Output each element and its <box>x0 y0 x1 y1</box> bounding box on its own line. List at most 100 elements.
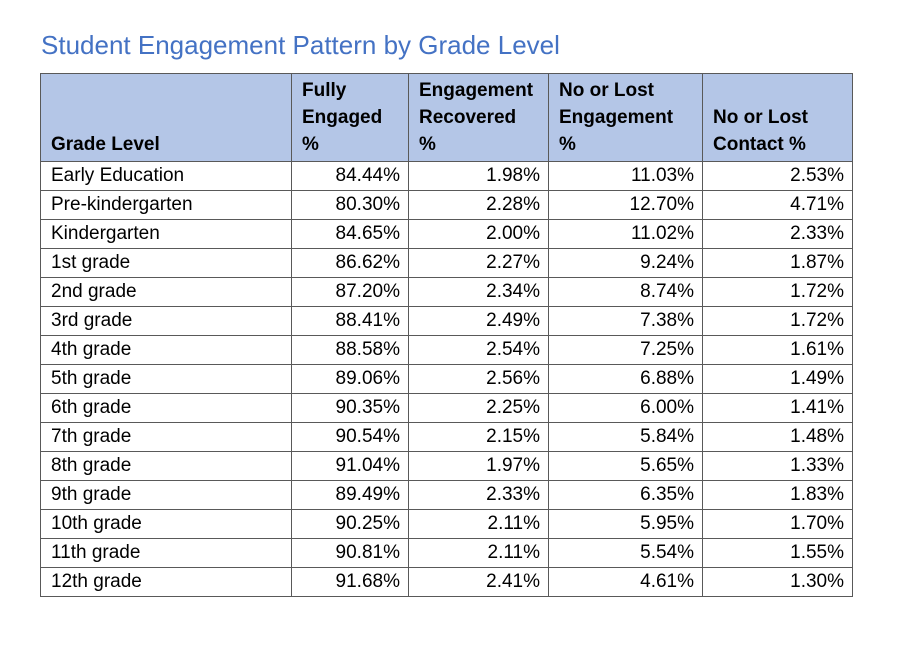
cell-lost-contact: 1.87% <box>702 248 853 278</box>
cell-lost-contact: 1.48% <box>702 422 853 452</box>
grade-level-cell: 9th grade <box>40 480 292 510</box>
cell-lost-engagement: 6.00% <box>548 393 703 423</box>
engagement-table: Grade Level Fully Engaged% Engagement Recove… <box>40 73 853 597</box>
cell-lost-contact: 2.53% <box>702 161 853 191</box>
table-row: Pre-kindergarten 80.30% 2.28% 12.70% 4.71% <box>40 190 853 220</box>
cell-recovered: 1.98% <box>408 161 549 191</box>
cell-lost-contact: 1.41% <box>702 393 853 423</box>
table-row: 1st grade 86.62% 2.27% 9.24% 1.87% <box>40 248 853 278</box>
cell-lost-engagement: 5.54% <box>548 538 703 568</box>
cell-lost-engagement: 7.25% <box>548 335 703 365</box>
column-header-line: Contact % <box>713 134 806 155</box>
column-header-grade: Grade Level <box>40 73 292 162</box>
cell-recovered: 2.11% <box>408 538 549 568</box>
grade-level-cell: 6th grade <box>40 393 292 423</box>
cell-recovered: 2.28% <box>408 190 549 220</box>
grade-level-cell: 12th grade <box>40 567 292 597</box>
table-body: Early Education 84.44% 1.98% 11.03% 2.53% Pre… <box>40 161 853 597</box>
cell-fully-engaged: 89.06% <box>291 364 409 394</box>
grade-level-cell: 2nd grade <box>40 277 292 307</box>
table-row: 3rd grade 88.41% 2.49% 7.38% 1.72% <box>40 306 853 336</box>
cell-recovered: 2.56% <box>408 364 549 394</box>
cell-fully-engaged: 90.35% <box>291 393 409 423</box>
table-row: Early Education 84.44% 1.98% 11.03% 2.53% <box>40 161 853 191</box>
cell-fully-engaged: 88.58% <box>291 335 409 365</box>
cell-fully-engaged: 91.68% <box>291 567 409 597</box>
column-header-line: Engagement <box>559 107 674 128</box>
table-row: 12th grade 91.68% 2.41% 4.61% 1.30% <box>40 567 853 597</box>
table-row: 6th grade 90.35% 2.25% 6.00% 1.41% <box>40 393 853 423</box>
grade-level-cell: 3rd grade <box>40 306 292 336</box>
table-row: 4th grade 88.58% 2.54% 7.25% 1.61% <box>40 335 853 365</box>
cell-lost-engagement: 5.95% <box>548 509 703 539</box>
column-header-line: Grade Level <box>51 134 160 155</box>
grade-level-cell: 10th grade <box>40 509 292 539</box>
column-header-line: % <box>302 134 319 155</box>
table-row: 10th grade 90.25% 2.11% 5.95% 1.70% <box>40 509 853 539</box>
column-header-line: % <box>559 134 576 155</box>
cell-recovered: 2.25% <box>408 393 549 423</box>
cell-lost-contact: 2.33% <box>702 219 853 249</box>
column-header-lost-engagement: No or Lost Engagement% <box>548 73 703 162</box>
cell-recovered: 2.41% <box>408 567 549 597</box>
table-row: 8th grade 91.04% 1.97% 5.65% 1.33% <box>40 451 853 481</box>
cell-fully-engaged: 84.44% <box>291 161 409 191</box>
cell-lost-engagement: 6.35% <box>548 480 703 510</box>
cell-lost-contact: 1.33% <box>702 451 853 481</box>
column-header-lost-contact: No or Lost Contact % <box>702 73 853 162</box>
column-header-line: Engagement <box>419 80 534 101</box>
grade-level-cell: 4th grade <box>40 335 292 365</box>
cell-fully-engaged: 86.62% <box>291 248 409 278</box>
cell-fully-engaged: 90.54% <box>291 422 409 452</box>
cell-recovered: 2.27% <box>408 248 549 278</box>
cell-fully-engaged: 90.25% <box>291 509 409 539</box>
cell-lost-contact: 4.71% <box>702 190 853 220</box>
column-header-recovered: Engagement Recovered% <box>408 73 549 162</box>
grade-level-cell: 11th grade <box>40 538 292 568</box>
column-header-line: No or Lost <box>713 107 808 128</box>
grade-level-cell: 5th grade <box>40 364 292 394</box>
cell-lost-engagement: 5.65% <box>548 451 703 481</box>
cell-fully-engaged: 90.81% <box>291 538 409 568</box>
cell-lost-engagement: 7.38% <box>548 306 703 336</box>
cell-lost-engagement: 11.03% <box>548 161 703 191</box>
cell-lost-contact: 1.55% <box>702 538 853 568</box>
cell-lost-engagement: 5.84% <box>548 422 703 452</box>
table-row: 5th grade 89.06% 2.56% 6.88% 1.49% <box>40 364 853 394</box>
cell-lost-contact: 1.49% <box>702 364 853 394</box>
column-header-line: Fully <box>302 80 347 101</box>
cell-recovered: 2.34% <box>408 277 549 307</box>
table-row: 11th grade 90.81% 2.11% 5.54% 1.55% <box>40 538 853 568</box>
column-header-line: Recovered <box>419 107 517 128</box>
table-row: Kindergarten 84.65% 2.00% 11.02% 2.33% <box>40 219 853 249</box>
grade-level-cell: Pre-kindergarten <box>40 190 292 220</box>
cell-lost-contact: 1.30% <box>702 567 853 597</box>
table-row: 2nd grade 87.20% 2.34% 8.74% 1.72% <box>40 277 853 307</box>
cell-lost-engagement: 12.70% <box>548 190 703 220</box>
table-row: 9th grade 89.49% 2.33% 6.35% 1.83% <box>40 480 853 510</box>
cell-fully-engaged: 89.49% <box>291 480 409 510</box>
cell-lost-engagement: 8.74% <box>548 277 703 307</box>
cell-recovered: 2.11% <box>408 509 549 539</box>
page-title: Student Engagement Pattern by Grade Leve… <box>41 30 560 60</box>
cell-recovered: 2.00% <box>408 219 549 249</box>
cell-lost-contact: 1.70% <box>702 509 853 539</box>
grade-level-cell: Early Education <box>40 161 292 191</box>
cell-lost-contact: 1.83% <box>702 480 853 510</box>
column-header-fully-engaged: Fully Engaged% <box>291 73 409 162</box>
column-header-line: % <box>419 134 436 155</box>
cell-lost-engagement: 4.61% <box>548 567 703 597</box>
cell-lost-contact: 1.72% <box>702 306 853 336</box>
cell-recovered: 1.97% <box>408 451 549 481</box>
grade-level-cell: Kindergarten <box>40 219 292 249</box>
cell-fully-engaged: 80.30% <box>291 190 409 220</box>
cell-recovered: 2.54% <box>408 335 549 365</box>
grade-level-cell: 1st grade <box>40 248 292 278</box>
cell-lost-engagement: 11.02% <box>548 219 703 249</box>
table-row: 7th grade 90.54% 2.15% 5.84% 1.48% <box>40 422 853 452</box>
cell-recovered: 2.15% <box>408 422 549 452</box>
cell-lost-contact: 1.72% <box>702 277 853 307</box>
cell-lost-contact: 1.61% <box>702 335 853 365</box>
table-header-row: Grade Level Fully Engaged% Engagement Recove… <box>40 73 853 162</box>
cell-recovered: 2.49% <box>408 306 549 336</box>
